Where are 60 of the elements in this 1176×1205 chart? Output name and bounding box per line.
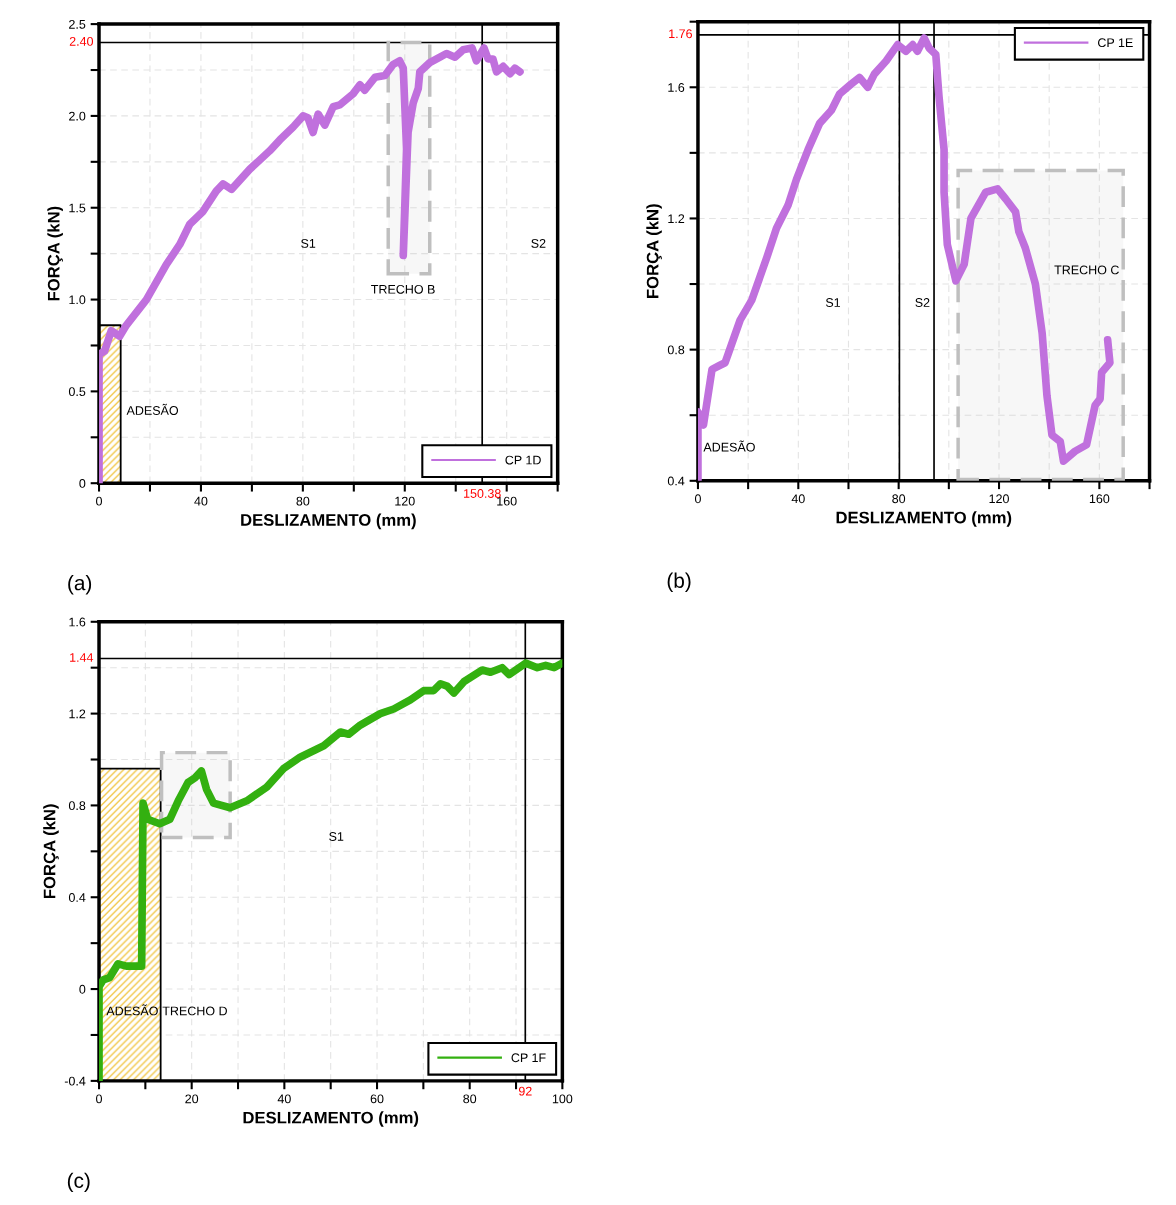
x-tick-label: 160 <box>497 496 517 506</box>
annotation: ADESÃO <box>106 1004 158 1016</box>
y-tick-label: 1.5 <box>69 203 86 213</box>
x-tick-label: 60 <box>370 1094 384 1104</box>
y-tick-label: 1.2 <box>69 709 86 719</box>
annotation: TRECHO D <box>162 1006 227 1016</box>
annotation: S1 <box>825 298 841 307</box>
y-tick-label: 1.0 <box>69 295 86 305</box>
y-axis-title: FORÇA (kN) <box>43 804 59 899</box>
x-tick-label: 80 <box>296 496 310 506</box>
y-tick-label: 0.8 <box>667 345 685 355</box>
x-tick-label: 40 <box>277 1094 291 1104</box>
x-tick-label: 160 <box>1089 494 1110 504</box>
y-tick-label: 0.8 <box>68 801 86 811</box>
x-axis-title: DESLIZAMENTO (mm) <box>241 513 416 530</box>
annotation: ADESÃO <box>703 440 755 452</box>
text: (b) <box>667 572 691 593</box>
annotation: ADESÃO <box>126 403 179 415</box>
x-tick-label: 100 <box>552 1094 573 1104</box>
text: (a) <box>68 575 92 595</box>
y-tick-label: 0.5 <box>68 387 86 397</box>
y-axis-title: FORÇA (kN) <box>646 204 662 298</box>
annotation: S1 <box>329 832 344 841</box>
y-tick-label: 2.5 <box>69 19 86 29</box>
x-tick-label: 120 <box>395 496 415 506</box>
ref-line-label: 150.38 <box>464 489 501 498</box>
x-tick-label: 80 <box>463 1094 477 1104</box>
y-tick-label: -0.4 <box>64 1076 86 1086</box>
text: (c) <box>67 1172 90 1193</box>
legend-label: CP 1F <box>511 1053 546 1063</box>
x-tick-label: 20 <box>185 1094 199 1104</box>
x-tick-label: 0 <box>694 494 701 504</box>
y-tick-label: 0 <box>79 984 86 994</box>
ref-line-label: 92 <box>518 1086 532 1096</box>
y-tick-label: 2.0 <box>69 111 86 121</box>
x-axis-title: DESLIZAMENTO (mm) <box>836 511 1012 527</box>
y-tick-label: 0 <box>79 479 86 488</box>
annotation: TRECHO C <box>1054 265 1119 275</box>
annotation: S2 <box>915 298 930 307</box>
x-tick-label: 80 <box>892 494 906 504</box>
y-tick-label: 1.2 <box>668 214 685 223</box>
annotation: S1 <box>301 238 316 248</box>
ref-line-label: 1.76 <box>669 29 692 39</box>
ref-line-label: 2.40 <box>69 36 94 46</box>
y-tick-label: 0.4 <box>68 893 86 902</box>
y-tick-label: 1.6 <box>668 83 685 92</box>
x-tick-label: 0 <box>96 1094 103 1104</box>
legend-label: CP 1D <box>505 455 541 465</box>
y-tick-label: 0.4 <box>667 476 685 486</box>
y-axis-title: FORÇA (kN) <box>47 206 63 301</box>
x-tick-label: 40 <box>194 496 208 506</box>
x-tick-label: 40 <box>791 494 805 504</box>
annotation: TRECHO B <box>371 284 435 294</box>
x-tick-label: 0 <box>96 496 103 506</box>
x-tick-label: 120 <box>989 494 1009 504</box>
y-tick-label: 1.6 <box>69 617 86 627</box>
annotation: S2 <box>531 238 546 248</box>
ref-line-label: 1.44 <box>70 653 94 662</box>
x-axis-title: DESLIZAMENTO (mm) <box>243 1111 419 1127</box>
legend-label: CP 1E <box>1098 38 1133 48</box>
